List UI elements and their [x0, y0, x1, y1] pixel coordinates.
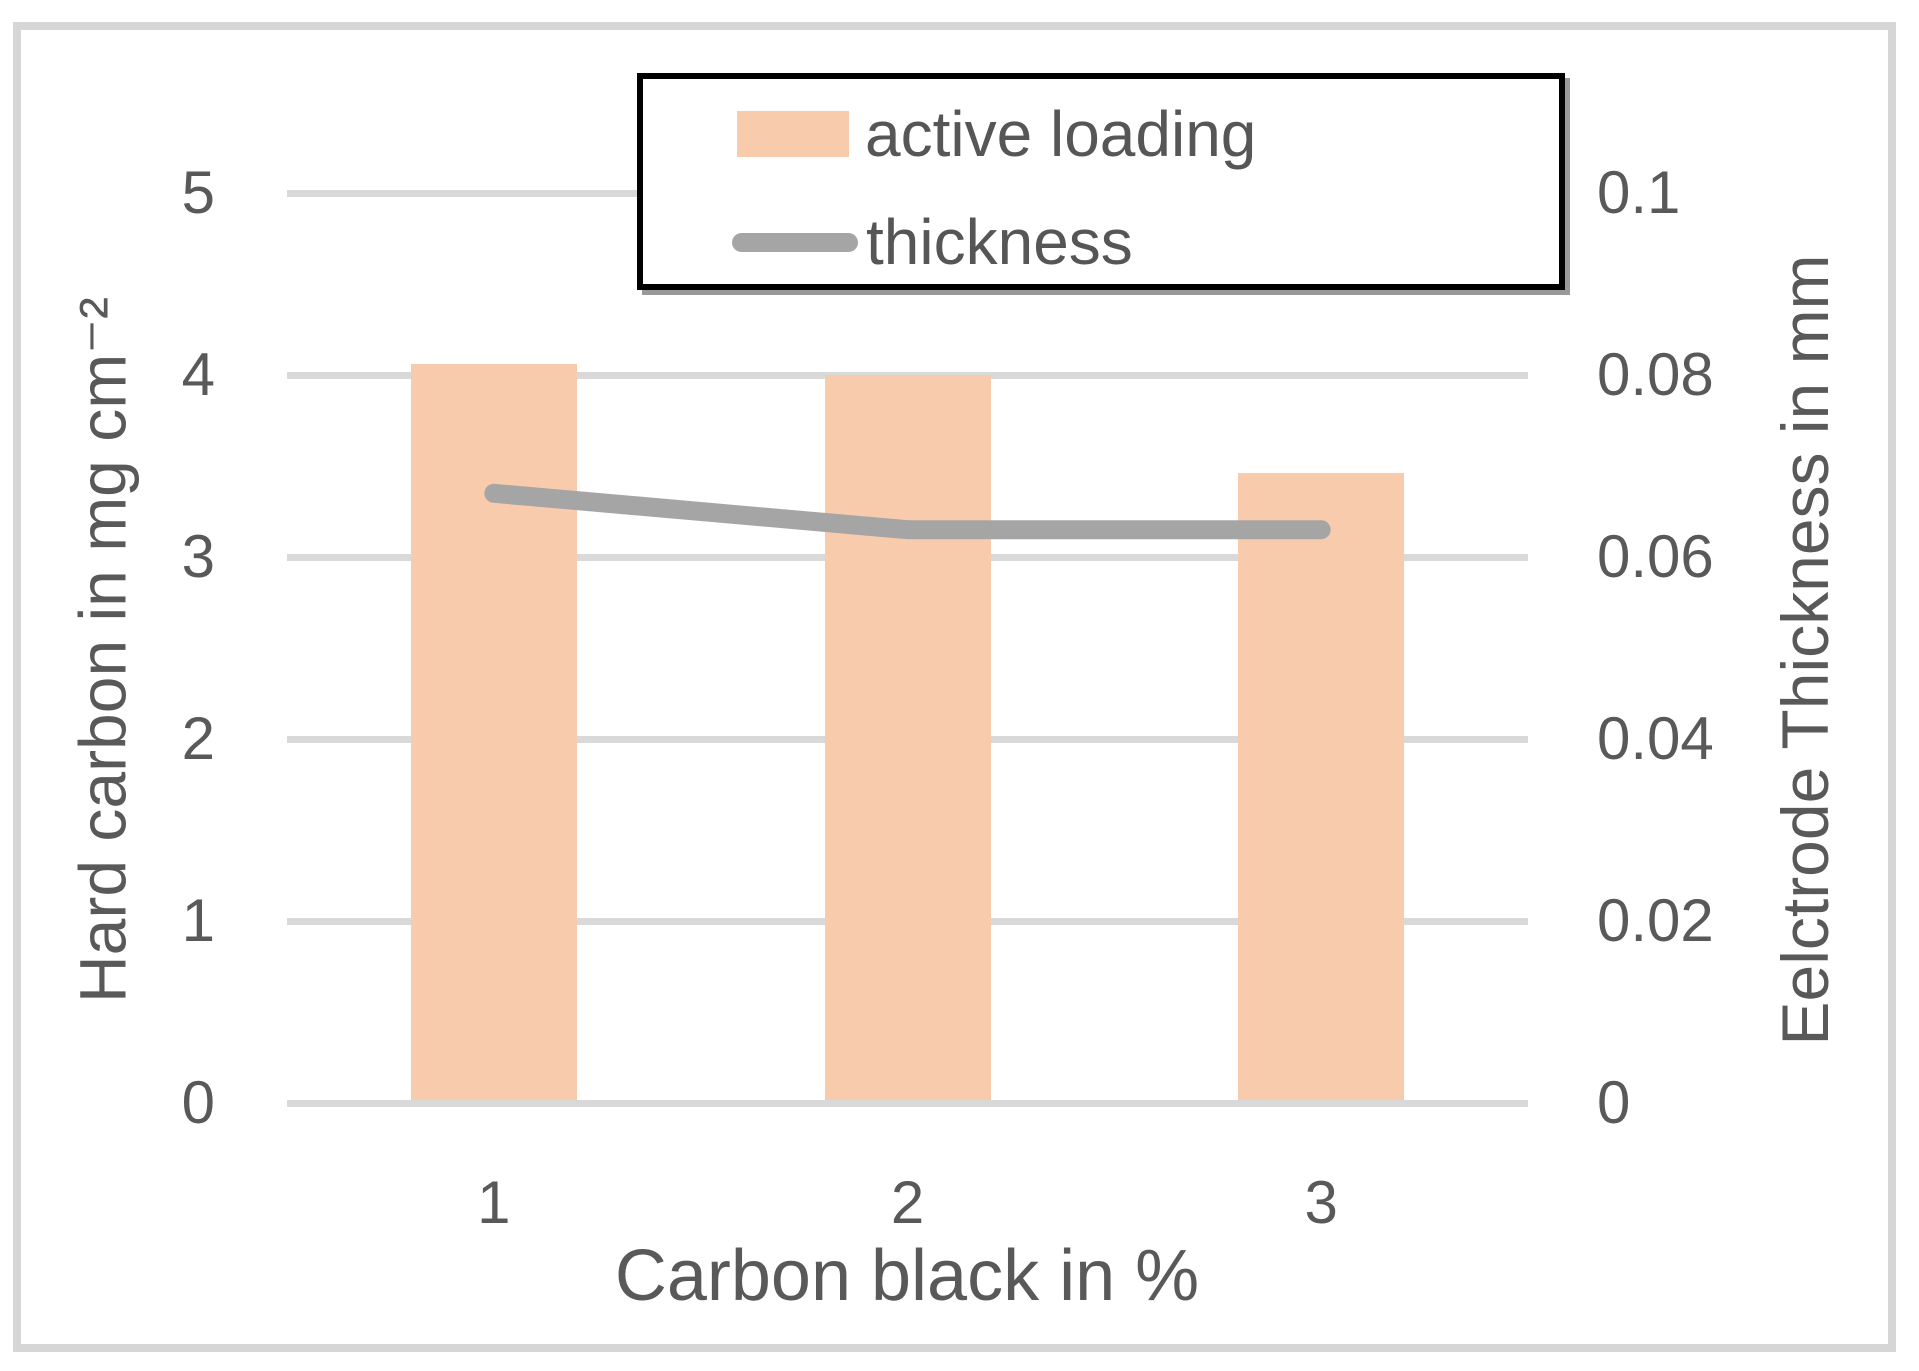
left-axis-tick: 4 [181, 341, 215, 408]
left-axis-title: Hard carbon in mg cm⁻² [65, 296, 140, 1004]
right-axis-tick: 0.02 [1597, 887, 1714, 954]
legend-entry-active-loading: active loading [737, 98, 1257, 170]
legend-entry-thickness: thickness [732, 206, 1133, 278]
bar-active-loading [410, 364, 577, 1103]
x-axis-tick: 2 [890, 1169, 925, 1236]
legend-swatch-active-loading [737, 111, 849, 157]
legend: active loading thickness [637, 73, 1565, 290]
right-axis-tick: 0.08 [1597, 341, 1714, 408]
right-axis-title: Eelctrode Thickness in mm [1768, 254, 1842, 1046]
left-axis-tick: 2 [181, 705, 215, 772]
x-axis-tick: 3 [1304, 1169, 1338, 1236]
gridline [287, 1100, 1528, 1107]
right-axis-tick: 0.04 [1597, 705, 1714, 772]
left-axis-tick: 1 [181, 887, 215, 954]
x-axis-title: Carbon black in % [614, 1236, 1200, 1316]
right-axis-tick: 0 [1597, 1069, 1631, 1136]
bar-active-loading [1238, 473, 1405, 1103]
right-axis-tick: 0.1 [1597, 159, 1681, 226]
left-axis-tick: 0 [181, 1069, 215, 1136]
legend-label-active-loading: active loading [865, 98, 1257, 170]
left-axis-tick: 3 [181, 523, 215, 590]
bar-active-loading [824, 375, 991, 1103]
left-axis-tick: 5 [181, 159, 215, 226]
x-axis-tick: 1 [477, 1169, 511, 1236]
chart-outer-frame [13, 22, 1896, 1352]
legend-label-thickness: thickness [866, 206, 1133, 278]
right-axis-tick: 0.06 [1597, 523, 1714, 590]
legend-swatch-thickness [732, 232, 858, 252]
